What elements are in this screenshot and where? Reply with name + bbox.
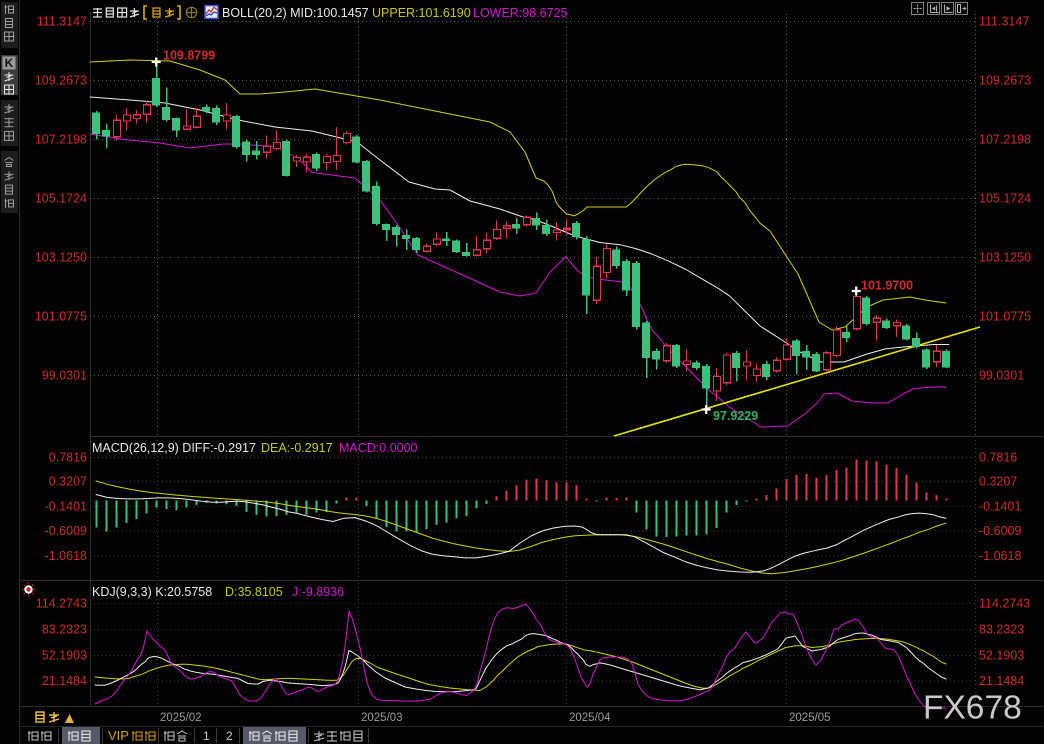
svg-text:BOLL(20,2) MID:100.1457: BOLL(20,2) MID:100.1457 [222, 6, 369, 20]
svg-text:2025/04: 2025/04 [569, 712, 611, 724]
svg-text:83.2323: 83.2323 [979, 623, 1024, 637]
svg-text:111.3147: 111.3147 [37, 15, 87, 29]
svg-text:FX678: FX678 [923, 690, 1022, 727]
svg-text:105.1724: 105.1724 [979, 192, 1031, 206]
svg-text:0.7816: 0.7816 [49, 451, 87, 465]
svg-text:99.0301: 99.0301 [979, 369, 1024, 383]
svg-text:J:-9.8936: J:-9.8936 [292, 585, 344, 599]
svg-text:-0.6009: -0.6009 [45, 524, 87, 538]
svg-text:MACD:0.0000: MACD:0.0000 [339, 441, 418, 455]
svg-text:2025/02: 2025/02 [160, 712, 202, 724]
svg-text:0.3207: 0.3207 [979, 475, 1017, 489]
svg-text:-0.6009: -0.6009 [979, 524, 1021, 538]
svg-text:97.9229: 97.9229 [713, 409, 758, 423]
svg-text:103.1250: 103.1250 [35, 251, 87, 265]
svg-text:-1.0618: -1.0618 [979, 549, 1021, 563]
svg-text:0.3207: 0.3207 [49, 475, 87, 489]
svg-text:2025/03: 2025/03 [361, 712, 403, 724]
svg-text:-1.0618: -1.0618 [45, 549, 87, 563]
svg-text:MACD(26,12,9) DIFF:-0.2917: MACD(26,12,9) DIFF:-0.2917 [92, 441, 256, 455]
svg-text:52.1903: 52.1903 [42, 649, 87, 663]
svg-text:109.2673: 109.2673 [979, 74, 1031, 88]
svg-text:107.2198: 107.2198 [35, 133, 87, 147]
svg-text:114.2743: 114.2743 [979, 597, 1030, 611]
svg-text:111.3147: 111.3147 [979, 15, 1029, 29]
svg-text:114.2743: 114.2743 [36, 597, 87, 611]
svg-text:LOWER:98.6725: LOWER:98.6725 [473, 6, 568, 20]
svg-text:D:35.8105: D:35.8105 [225, 585, 283, 599]
svg-text:83.2323: 83.2323 [42, 623, 87, 637]
svg-text:KDJ(9,3,3) K:20.5758: KDJ(9,3,3) K:20.5758 [92, 585, 212, 599]
svg-text:UPPER:101.6190: UPPER:101.6190 [372, 6, 471, 20]
svg-text:0.7816: 0.7816 [979, 451, 1017, 465]
svg-text:107.2198: 107.2198 [979, 133, 1031, 147]
svg-text:2025/05: 2025/05 [789, 712, 831, 724]
svg-text:109.2673: 109.2673 [35, 74, 87, 88]
svg-text:21.1484: 21.1484 [979, 674, 1024, 688]
svg-text:1: 1 [203, 729, 210, 743]
svg-text:2: 2 [226, 729, 233, 743]
svg-text:101.9700: 101.9700 [861, 279, 913, 293]
svg-text:52.1903: 52.1903 [979, 649, 1024, 663]
svg-text:-0.1401: -0.1401 [45, 500, 87, 514]
svg-text:K: K [5, 56, 14, 70]
svg-text:103.1250: 103.1250 [979, 251, 1031, 265]
svg-text:VIP: VIP [108, 728, 129, 743]
svg-text:DEA:-0.2917: DEA:-0.2917 [261, 441, 333, 455]
svg-text:21.1484: 21.1484 [42, 674, 87, 688]
svg-text:-0.1401: -0.1401 [979, 500, 1021, 514]
svg-text:101.0775: 101.0775 [35, 310, 87, 324]
svg-text:109.8799: 109.8799 [163, 49, 215, 63]
svg-text:101.0775: 101.0775 [979, 310, 1031, 324]
svg-text:105.1724: 105.1724 [35, 192, 87, 206]
svg-text:99.0301: 99.0301 [42, 369, 87, 383]
